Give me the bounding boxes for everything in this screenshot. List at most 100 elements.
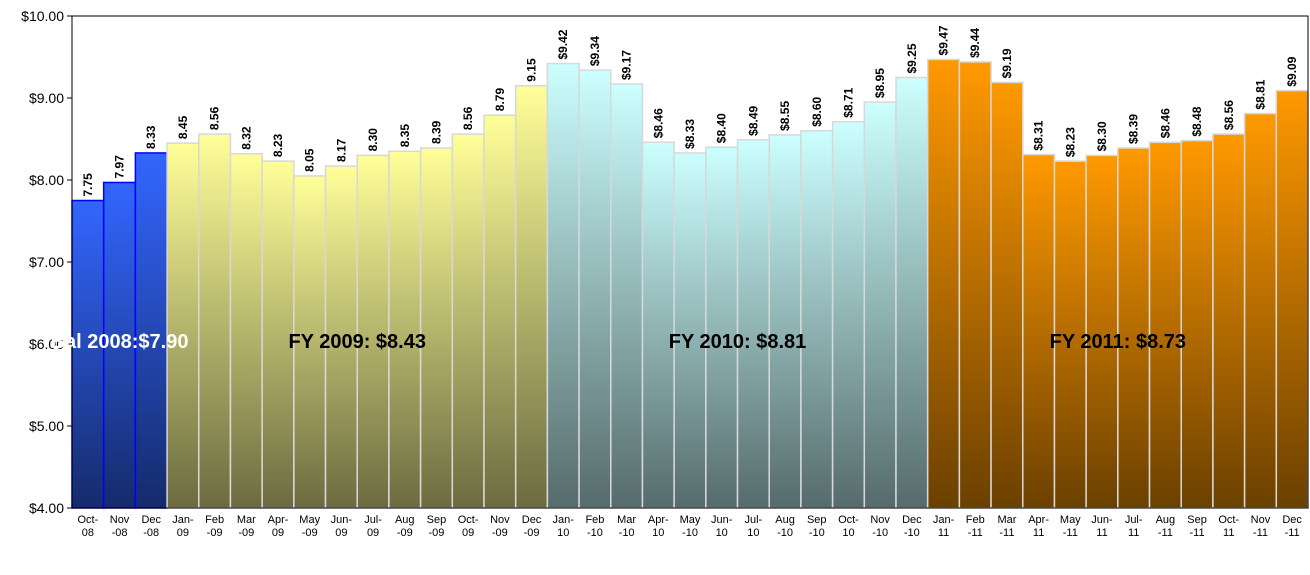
x-tick-label: Nov-09 [490, 514, 510, 539]
bar [1275, 89, 1309, 509]
x-tick-label: Dec-08 [141, 514, 161, 539]
x-tick-label: May-09 [299, 514, 321, 539]
bar [1117, 147, 1151, 509]
value-label: 7.75 [81, 173, 95, 197]
x-tick-label: Feb-09 [205, 514, 225, 539]
x-tick-label: Mar-10 [617, 514, 637, 539]
annotation: FY 2010: $8.81 [669, 331, 807, 353]
value-label: $8.71 [841, 87, 855, 117]
value-label: 7.97 [113, 155, 127, 179]
value-label: 8.05 [303, 148, 317, 172]
bar [641, 141, 675, 509]
value-label: $8.31 [1032, 120, 1046, 150]
x-tick-label: May-10 [679, 514, 701, 539]
annotation: FY 2011: $8.73 [1050, 331, 1186, 353]
value-label: $8.48 [1190, 106, 1204, 136]
value-label: 8.32 [239, 126, 253, 150]
y-tick-label: $10.00 [21, 8, 64, 24]
value-label: $9.34 [588, 36, 602, 66]
bar [1022, 153, 1056, 509]
bar [736, 139, 770, 509]
y-tick-label: $5.00 [29, 418, 64, 434]
x-tick-label: Jan-10 [552, 514, 574, 539]
value-label: 8.79 [493, 88, 507, 112]
x-tick-label: Dec-09 [521, 514, 542, 539]
x-tick-label: Jun-10 [710, 514, 733, 539]
plot-frame [71, 15, 1309, 509]
x-tick-label: Nov-10 [870, 514, 890, 539]
value-label: $8.56 [1222, 100, 1236, 130]
x-tick-label: Aug-09 [394, 514, 415, 539]
bar [578, 69, 612, 509]
bar [293, 175, 327, 509]
value-label: $9.42 [556, 29, 570, 59]
value-label: $9.17 [620, 50, 634, 80]
value-label: $8.33 [683, 119, 697, 149]
bar [990, 81, 1024, 509]
bar [1180, 139, 1214, 509]
bar [356, 154, 390, 509]
x-tick-label: Mar-09 [236, 514, 256, 539]
value-label: $8.23 [1063, 127, 1077, 157]
x-tick-label: Jun-11 [1091, 514, 1113, 539]
x-tick-label: Dec-11 [1282, 514, 1302, 539]
bar [451, 133, 485, 509]
x-tick-label: Apr-11 [1028, 514, 1049, 539]
value-label: 8.33 [144, 125, 158, 149]
value-label: 8.23 [271, 133, 285, 157]
value-label: $8.95 [873, 68, 887, 98]
value-label: $9.47 [937, 25, 951, 55]
bar [863, 101, 897, 509]
value-label: $9.25 [905, 43, 919, 73]
value-label: $8.46 [651, 108, 665, 138]
value-label: $9.44 [968, 28, 982, 58]
y-tick-label: $8.00 [29, 172, 64, 188]
annotation: Bal 2008:$7.90 [51, 331, 189, 353]
value-label: 8.35 [398, 124, 412, 148]
bar [229, 153, 263, 509]
bar [800, 130, 834, 509]
bar [198, 133, 232, 509]
x-tick-label: Sep-10 [806, 514, 827, 539]
x-tick-label: Aug-10 [775, 514, 795, 539]
value-label: $8.55 [778, 101, 792, 131]
x-tick-label: Nov-08 [109, 514, 130, 539]
bar [831, 121, 866, 509]
x-tick-label: Jan-11 [932, 514, 955, 539]
bar [1085, 154, 1119, 509]
value-label: $8.60 [810, 96, 824, 126]
value-label: $8.46 [1158, 108, 1172, 138]
value-label: $8.30 [1095, 121, 1109, 151]
bar [546, 62, 580, 509]
x-tick-label: Jun-09 [330, 514, 353, 539]
bar [419, 147, 454, 509]
bar [610, 83, 644, 509]
x-tick-label: Jul-10 [744, 514, 763, 539]
value-label: $8.49 [746, 105, 760, 135]
bar [514, 84, 549, 509]
y-tick-label: $7.00 [29, 254, 64, 270]
value-label: $9.19 [1000, 48, 1014, 78]
y-tick-label: $9.00 [29, 90, 64, 106]
x-tick-label: Sep-11 [1187, 514, 1207, 539]
x-tick-label: Oct-08 [77, 514, 99, 539]
x-tick-label: Apr-10 [647, 514, 669, 539]
bar [958, 61, 992, 509]
value-label: 8.30 [366, 128, 380, 152]
x-tick-label: May-11 [1059, 514, 1081, 539]
x-tick-label: Mar-11 [997, 514, 1017, 539]
x-tick-label: Aug-11 [1155, 514, 1176, 539]
value-label: 9.15 [525, 58, 539, 82]
x-tick-label: Jul-09 [364, 514, 382, 539]
bar [705, 146, 739, 509]
x-tick-label: Nov-11 [1250, 514, 1271, 539]
bar [768, 134, 802, 509]
value-label: $8.40 [715, 113, 729, 143]
annotation: FY 2009: $8.43 [288, 331, 426, 353]
bar [1212, 133, 1246, 509]
bar [1243, 112, 1278, 509]
value-label: $8.81 [1253, 79, 1267, 109]
value-label: 8.45 [176, 115, 190, 139]
